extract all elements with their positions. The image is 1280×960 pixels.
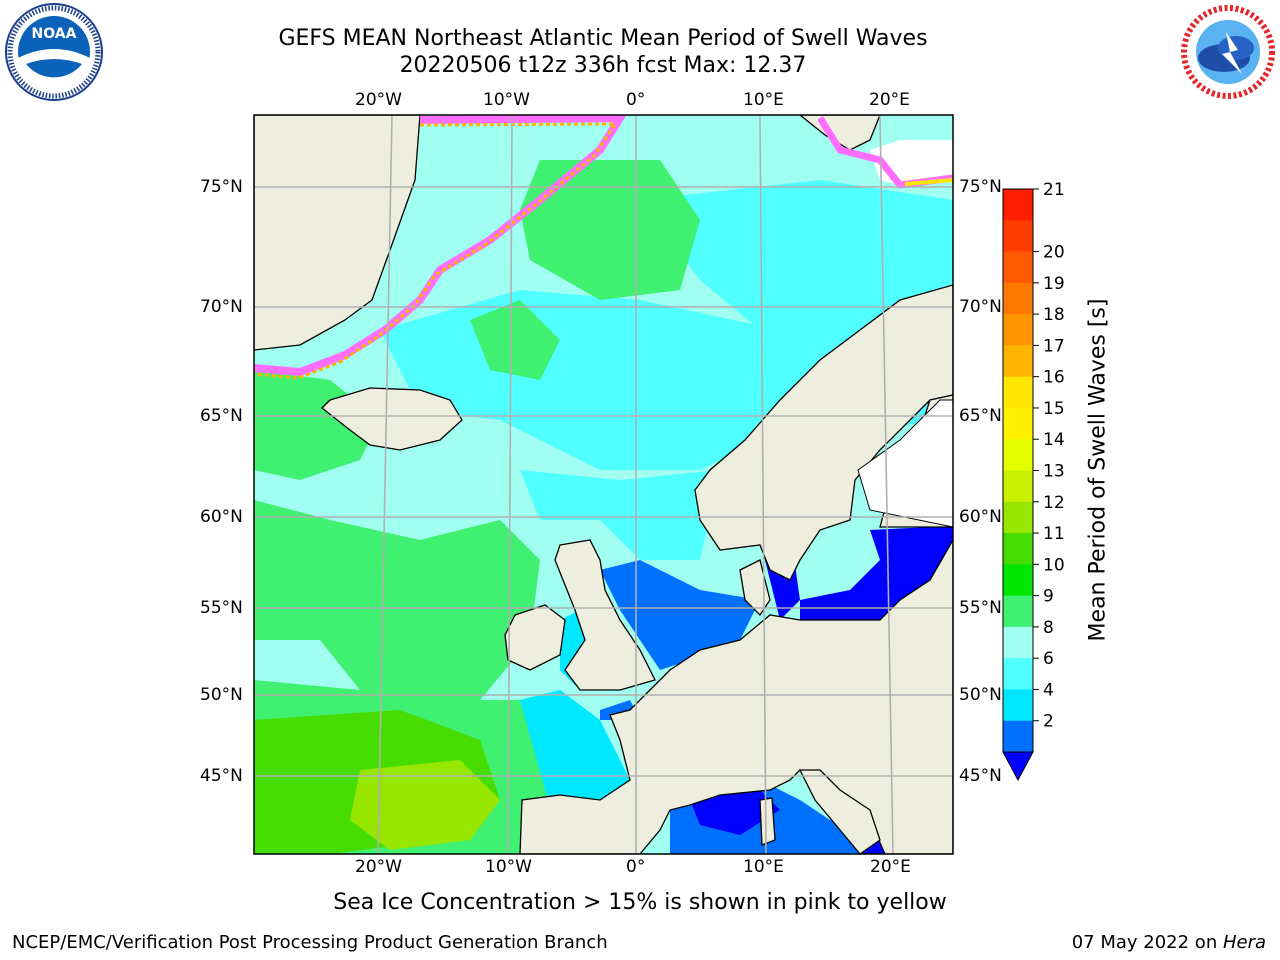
- lat-label-left: 65°N: [200, 406, 243, 426]
- map-subtitle: 20220506 t12z 336h fcst Max: 12.37: [399, 53, 807, 78]
- sea-ice-caption: Sea Ice Concentration > 15% is shown in …: [333, 890, 947, 915]
- colorbar-tick-label: 21: [1043, 180, 1065, 200]
- lon-label-bottom: 0°: [626, 857, 646, 877]
- colorbar: 21 20 19 18 17 16 15 14 13 12 11 10 9 8 6 4 2: [1002, 180, 1065, 782]
- colorbar-tick-label: 15: [1043, 399, 1065, 419]
- svg-text:NOAA: NOAA: [32, 26, 77, 42]
- lat-label-left: 60°N: [200, 507, 243, 527]
- colorbar-segment: [1003, 720, 1033, 753]
- lon-label-bottom: 10°W: [485, 857, 532, 877]
- colorbar-segment: [1003, 501, 1033, 534]
- greenland: [254, 115, 421, 351]
- map-title: GEFS MEAN Northeast Atlantic Mean Period…: [278, 26, 928, 51]
- colorbar-tick-label: 14: [1043, 430, 1065, 450]
- scandinavia: [694, 284, 953, 581]
- colorbar-segment: [1003, 439, 1033, 471]
- colorbar-tick-label: 17: [1043, 336, 1065, 356]
- lon-label-bottom: 10°E: [743, 857, 784, 877]
- lat-label-right: 65°N: [959, 406, 1002, 426]
- colorbar-extend-arrow: [1002, 751, 1034, 782]
- nws-logo: [1180, 4, 1276, 100]
- lon-label-bottom: 20°W: [355, 857, 402, 877]
- colorbar-segment: [1003, 282, 1033, 315]
- footer-host: Hera: [1222, 932, 1266, 953]
- lon-label-top: 20°W: [355, 90, 402, 110]
- lat-label-right: 45°N: [959, 766, 1002, 786]
- footer-credit: NCEP/EMC/Verification Post Processing Pr…: [12, 932, 608, 953]
- colorbar-segment: [1003, 533, 1033, 565]
- colorbar-segment: [1003, 658, 1033, 690]
- colorbar-segment: [1003, 345, 1033, 378]
- iceland: [321, 387, 463, 451]
- footer-date: 07 May 2022 on Hera: [1072, 932, 1266, 953]
- colorbar-tick-label: 18: [1043, 305, 1065, 325]
- noaa-logo: NOAA: [5, 3, 103, 101]
- lat-label-left: 75°N: [200, 177, 243, 197]
- map-frame: [253, 114, 954, 855]
- lat-label-right: 75°N: [959, 177, 1002, 197]
- colorbar-tick-label: 16: [1043, 368, 1065, 388]
- footer-date-text: 07 May 2022 on: [1071, 932, 1223, 953]
- gridlines: [254, 115, 953, 854]
- north-sea-shallow: [600, 560, 760, 670]
- lon-label-bottom: 20°E: [870, 857, 911, 877]
- colorbar-tick-label: 19: [1043, 274, 1065, 294]
- colorbar-tick-label: 6: [1043, 649, 1054, 669]
- colorbar-segment: [1003, 689, 1033, 722]
- colorbar-segment: [1003, 626, 1033, 659]
- colorbar-tick-label: 20: [1043, 243, 1065, 263]
- lat-label-right: 60°N: [959, 507, 1002, 527]
- colorbar-segment: [1003, 407, 1033, 440]
- lon-label-top: 20°E: [869, 90, 910, 110]
- colorbar-segment: [1003, 251, 1033, 284]
- lat-label-left: 50°N: [200, 685, 243, 705]
- lat-label-right: 70°N: [959, 297, 1002, 317]
- colorbar-tick-label: 12: [1043, 493, 1065, 513]
- colorbar-segment: [1003, 314, 1033, 346]
- lon-label-top: 10°W: [483, 90, 530, 110]
- colorbar-segment: [1003, 595, 1033, 628]
- lat-label-left: 70°N: [200, 297, 243, 317]
- colorbar-title: Mean Period of Swell Waves [s]: [1085, 298, 1111, 642]
- colorbar-segment: [1003, 189, 1033, 221]
- colorbar-segment: [1003, 470, 1033, 503]
- colorbar-tick-label: 9: [1043, 587, 1054, 607]
- colorbar-tick-label: 2: [1043, 712, 1054, 732]
- colorbar-tick-label: 4: [1043, 680, 1054, 700]
- colorbar-segment: [1003, 376, 1033, 409]
- colorbar-segment: [1003, 220, 1033, 253]
- lat-label-left: 55°N: [200, 598, 243, 618]
- colorbar-tick-label: 13: [1043, 462, 1065, 482]
- lon-label-top: 0°: [626, 90, 646, 110]
- colorbar-segment: [1003, 564, 1033, 597]
- lat-label-right: 55°N: [959, 598, 1002, 618]
- lat-label-left: 45°N: [200, 766, 243, 786]
- colorbar-tick-label: 11: [1043, 524, 1065, 544]
- lon-label-top: 10°E: [743, 90, 784, 110]
- colorbar-tick-label: 8: [1043, 618, 1054, 638]
- great-britain: [554, 539, 656, 691]
- colorbar-tick-label: 10: [1043, 555, 1065, 575]
- lat-label-right: 50°N: [959, 685, 1002, 705]
